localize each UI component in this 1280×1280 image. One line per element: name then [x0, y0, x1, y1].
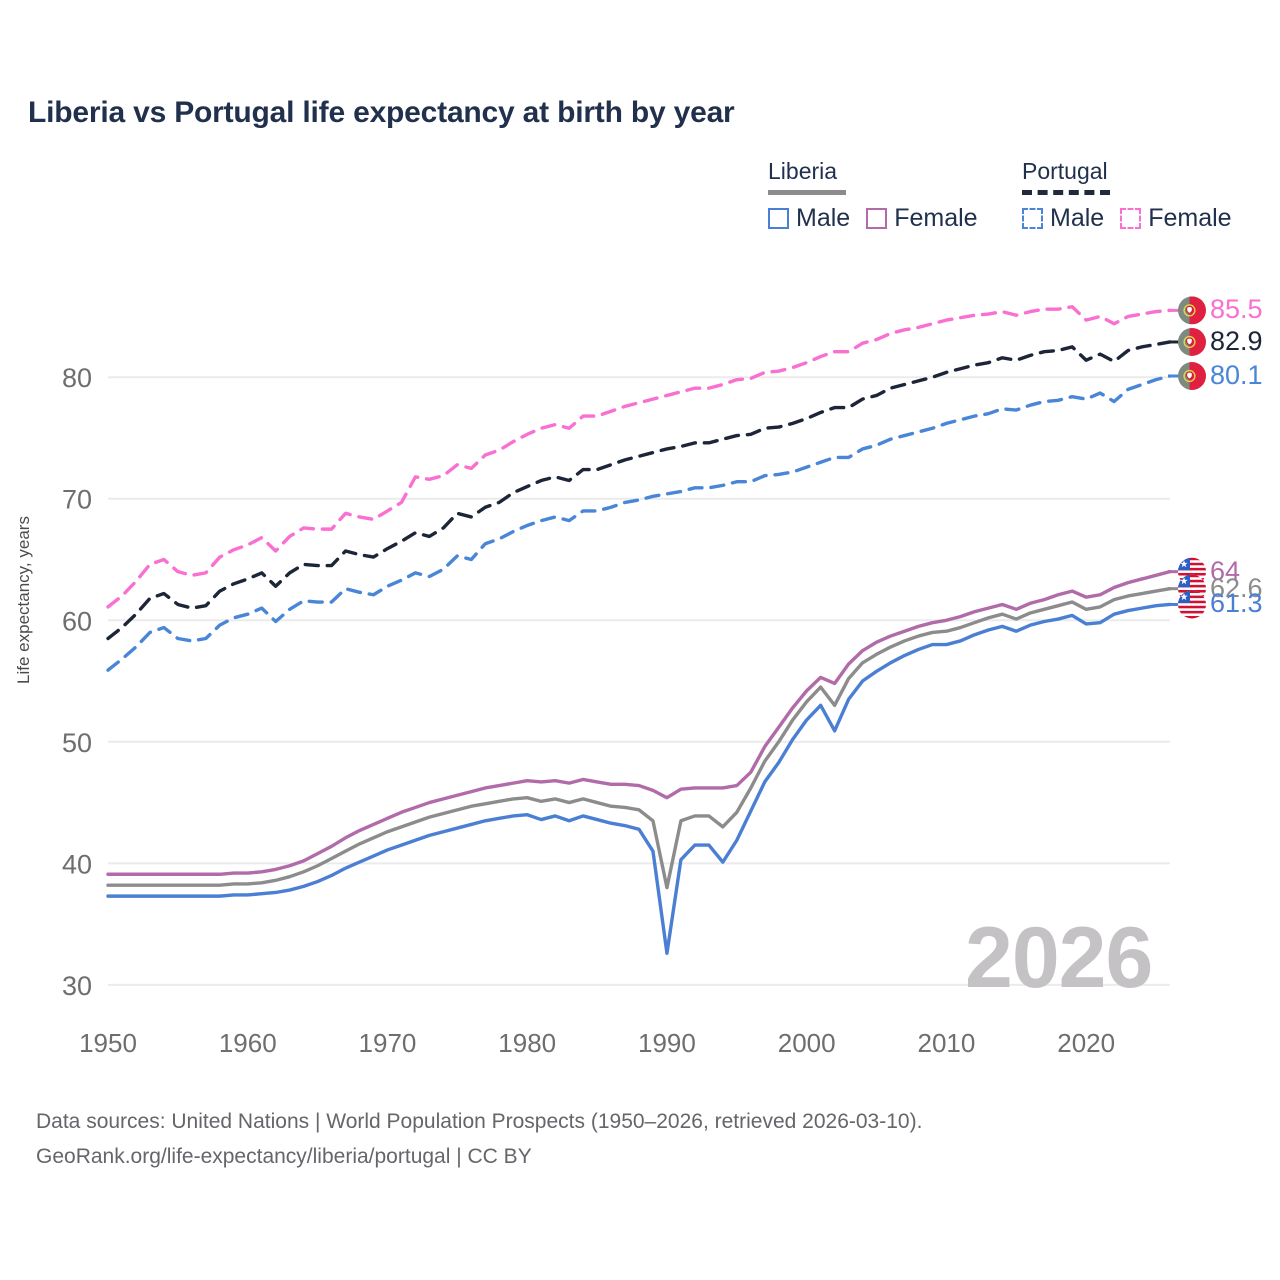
- svg-text:60: 60: [62, 606, 92, 636]
- legend-group-portugal: Portugal Male Female: [1022, 158, 1232, 233]
- legend-rule-liberia: [768, 190, 846, 195]
- svg-text:2020: 2020: [1057, 1028, 1115, 1058]
- svg-text:2000: 2000: [778, 1028, 836, 1058]
- endpoint-markers: [1168, 296, 1206, 618]
- portugal-flag-icon: [1178, 296, 1206, 324]
- legend-swatch-liberia-male: [768, 208, 789, 229]
- svg-text:1970: 1970: [359, 1028, 417, 1058]
- page-title: Liberia vs Portugal life expectancy at b…: [28, 96, 735, 129]
- svg-text:1960: 1960: [219, 1028, 277, 1058]
- legend-item-liberia-male[interactable]: Male: [768, 204, 850, 233]
- legend-group-liberia: Liberia Male Female: [768, 158, 978, 233]
- gridlines: [108, 376, 1170, 986]
- liberia-flag-icon: [1178, 575, 1206, 603]
- legend-group-title-liberia: Liberia: [768, 158, 838, 184]
- end-label-liberia_male: 61.3: [1210, 588, 1263, 619]
- legend-group-title-portugal: Portugal: [1022, 158, 1108, 184]
- portugal-flag-icon: [1178, 328, 1206, 356]
- end-label-portugal_both: 82.9: [1210, 325, 1263, 356]
- legend-label-portugal-female: Female: [1148, 204, 1232, 232]
- legend-item-liberia-female[interactable]: Female: [866, 204, 978, 233]
- legend-item-portugal-female[interactable]: Female: [1120, 204, 1232, 233]
- x-axis-ticks: 1950 1960 1970 1980 1990 2000 2010 2020: [79, 1028, 1115, 1058]
- footer-attribution: GeoRank.org/life-expectancy/liberia/port…: [36, 1144, 532, 1168]
- y-axis-title: Life expectancy, years: [14, 516, 33, 684]
- chart-legend: Liberia Male Female Portugal Male: [760, 158, 1260, 240]
- end-label-portugal_female: 85.5: [1210, 294, 1263, 325]
- portugal-flag-icon: [1178, 362, 1206, 390]
- legend-label-liberia-male: Male: [796, 204, 851, 232]
- footer-data-sources: Data sources: United Nations | World Pop…: [36, 1110, 923, 1133]
- svg-text:1950: 1950: [79, 1028, 137, 1058]
- legend-swatch-portugal-male: [1022, 208, 1043, 229]
- svg-text:70: 70: [62, 485, 92, 515]
- svg-text:30: 30: [62, 971, 92, 1001]
- legend-label-liberia-female: Female: [894, 204, 978, 232]
- svg-text:40: 40: [62, 849, 92, 879]
- end-label-liberia_female: 64: [1210, 555, 1241, 586]
- end-label-portugal_male: 80.1: [1210, 360, 1263, 390]
- data-series: [106, 305, 1172, 955]
- end-label-liberia_both: 62.6: [1210, 572, 1263, 603]
- svg-text:2010: 2010: [917, 1028, 975, 1058]
- legend-rule-portugal: [1022, 190, 1110, 195]
- svg-text:80: 80: [62, 363, 92, 393]
- chart-footer: Data sources: United Nations | World Pop…: [36, 1105, 922, 1174]
- svg-text:50: 50: [62, 728, 92, 758]
- legend-swatch-liberia-female: [866, 208, 888, 229]
- year-watermark: 2026: [965, 910, 1153, 1006]
- legend-label-portugal-male: Male: [1050, 204, 1105, 232]
- legend-item-portugal-male[interactable]: Male: [1022, 204, 1104, 233]
- liberia-flag-icon: [1178, 558, 1206, 586]
- legend-swatch-portugal-female: [1120, 208, 1142, 229]
- svg-text:1990: 1990: [638, 1028, 696, 1058]
- y-axis-ticks: 30 40 50 60 70 80: [62, 363, 92, 1001]
- svg-text:1980: 1980: [498, 1028, 556, 1058]
- liberia-flag-icon: [1178, 590, 1206, 618]
